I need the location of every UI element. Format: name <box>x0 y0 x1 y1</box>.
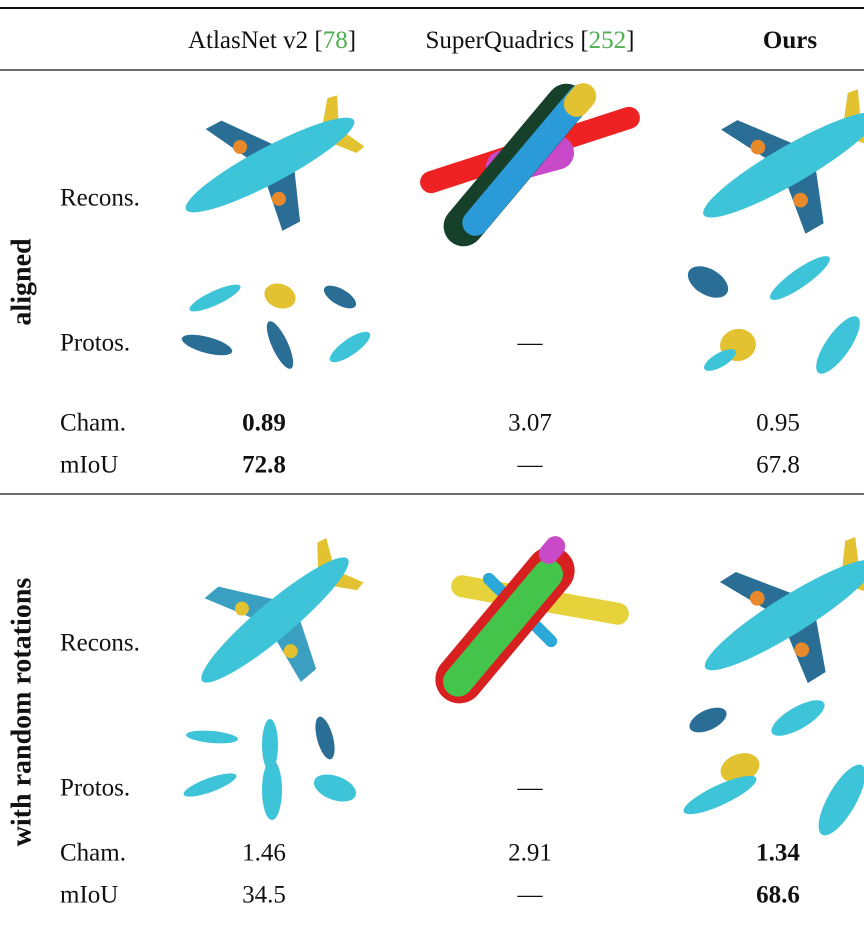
prototype-part <box>771 700 825 736</box>
point-cloud-plane <box>704 537 864 684</box>
row-label: Recons. <box>60 630 140 657</box>
header-text: Ours <box>763 27 817 54</box>
superquadric <box>462 84 594 236</box>
column-header: AtlasNet v2 [78] <box>188 27 356 54</box>
table-cell: 67.8 <box>756 452 800 479</box>
prototype-part <box>181 334 233 356</box>
prototype-part <box>313 774 357 802</box>
prototype-part <box>186 730 238 744</box>
column-header: Ours <box>763 27 817 54</box>
table-cell: 68.6 <box>756 882 800 909</box>
prototype-part <box>315 716 335 760</box>
table-cell: 72.8 <box>242 452 286 479</box>
prototype-part <box>818 764 864 836</box>
citation: 78 <box>323 27 348 54</box>
plane-body <box>704 559 864 671</box>
prototype-part <box>183 773 237 797</box>
column-header: SuperQuadrics [252] <box>426 27 635 54</box>
plane-engine <box>283 644 298 659</box>
prototype-part <box>266 321 294 369</box>
plane-engine <box>234 601 249 616</box>
row-label: Protos. <box>60 330 130 357</box>
prototype-part <box>687 266 729 298</box>
prototype-part <box>329 331 371 363</box>
table-cell: 3.07 <box>508 410 552 437</box>
superquadric <box>443 559 563 697</box>
plane-engine <box>794 642 810 658</box>
row-label: Cham. <box>60 410 126 437</box>
row-label: Protos. <box>60 775 130 802</box>
point-cloud-plane <box>185 95 365 231</box>
header-text: ] <box>348 27 356 54</box>
prototype-part <box>323 285 357 309</box>
table-cell: 34.5 <box>242 882 286 909</box>
plane-engine <box>271 191 286 206</box>
plane-engine <box>749 590 765 606</box>
prototype-part <box>262 719 278 771</box>
plane-engine <box>233 139 248 154</box>
superquadric <box>563 83 597 117</box>
row-label: Cham. <box>60 840 126 867</box>
plane-engine <box>750 139 766 155</box>
row-label: Recons. <box>60 185 140 212</box>
table-cell: 0.89 <box>242 410 286 437</box>
prototype-part <box>262 760 282 820</box>
row-label: mIoU <box>60 452 118 479</box>
table-cell: — <box>517 452 544 479</box>
citation: 252 <box>589 27 627 54</box>
row-label: mIoU <box>60 882 118 909</box>
prototype-part <box>683 775 757 815</box>
prototype-part <box>264 283 296 309</box>
prototype-part <box>704 349 736 371</box>
table-cell: 1.46 <box>242 840 286 867</box>
prototype-part <box>816 316 860 374</box>
prototype-part <box>689 707 727 733</box>
table-cell: 1.34 <box>756 840 800 867</box>
table-cell: — <box>517 882 544 909</box>
section-label: with random rotations <box>6 578 37 847</box>
table-cell: — <box>517 775 544 802</box>
prototype-part <box>189 284 241 312</box>
header-text: SuperQuadrics [ <box>426 27 589 54</box>
table-cell: — <box>517 330 544 357</box>
point-cloud-plane <box>201 537 364 683</box>
point-cloud-plane <box>703 89 864 234</box>
plane-body <box>703 112 864 218</box>
plane-engine <box>793 192 808 208</box>
header-text: ] <box>626 27 634 54</box>
prototype-part <box>720 753 760 783</box>
header-text: AtlasNet v2 [ <box>188 27 323 54</box>
plane-body <box>201 557 349 683</box>
section-label: aligned <box>6 238 37 326</box>
superquadric <box>538 536 566 564</box>
table-cell: 0.95 <box>756 410 800 437</box>
prototype-part <box>770 256 830 300</box>
plane-body <box>185 117 355 213</box>
table-cell: 2.91 <box>508 840 552 867</box>
